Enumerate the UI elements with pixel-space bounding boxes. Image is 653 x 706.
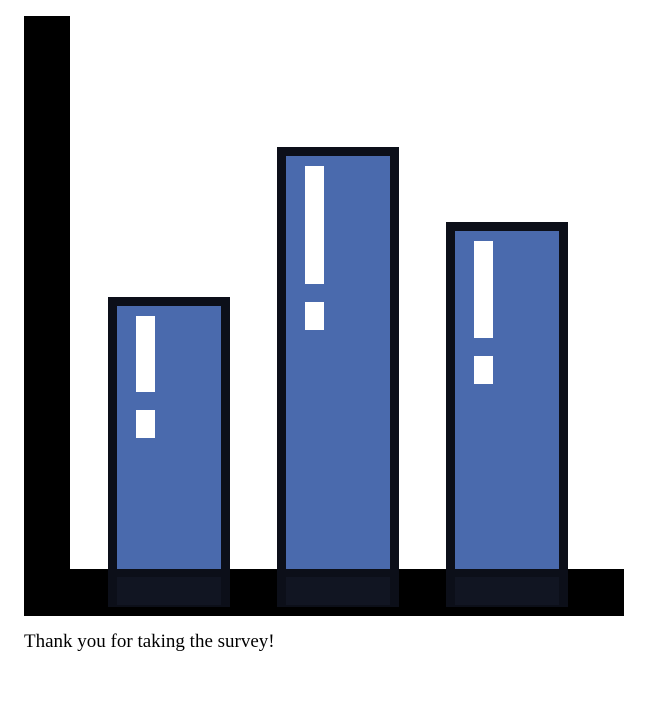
exclamation-dot (474, 356, 493, 384)
exclamation-stem (305, 166, 324, 284)
exclamation-stem (474, 241, 493, 338)
exclamation-stem (136, 316, 155, 392)
bar-base-2 (277, 569, 399, 607)
bar-1 (108, 297, 230, 569)
thank-you-message: Thank you for taking the survey! (24, 631, 275, 652)
bar-fill (455, 231, 559, 569)
exclamation-dot (305, 302, 324, 330)
bar-fill (117, 306, 221, 569)
bar-group (108, 147, 568, 569)
bar-chart (24, 16, 624, 616)
exclamation-dot (136, 410, 155, 438)
bar-base-fill (455, 577, 559, 605)
bar-base-fill (117, 577, 221, 605)
bar-base-fill (286, 577, 390, 605)
bar-base-3 (446, 569, 568, 607)
bar-3 (446, 222, 568, 569)
y-axis (24, 16, 70, 616)
bar-2 (277, 147, 399, 569)
bar-base-1 (108, 569, 230, 607)
bar-fill (286, 156, 390, 569)
bar-base-group (108, 569, 568, 607)
